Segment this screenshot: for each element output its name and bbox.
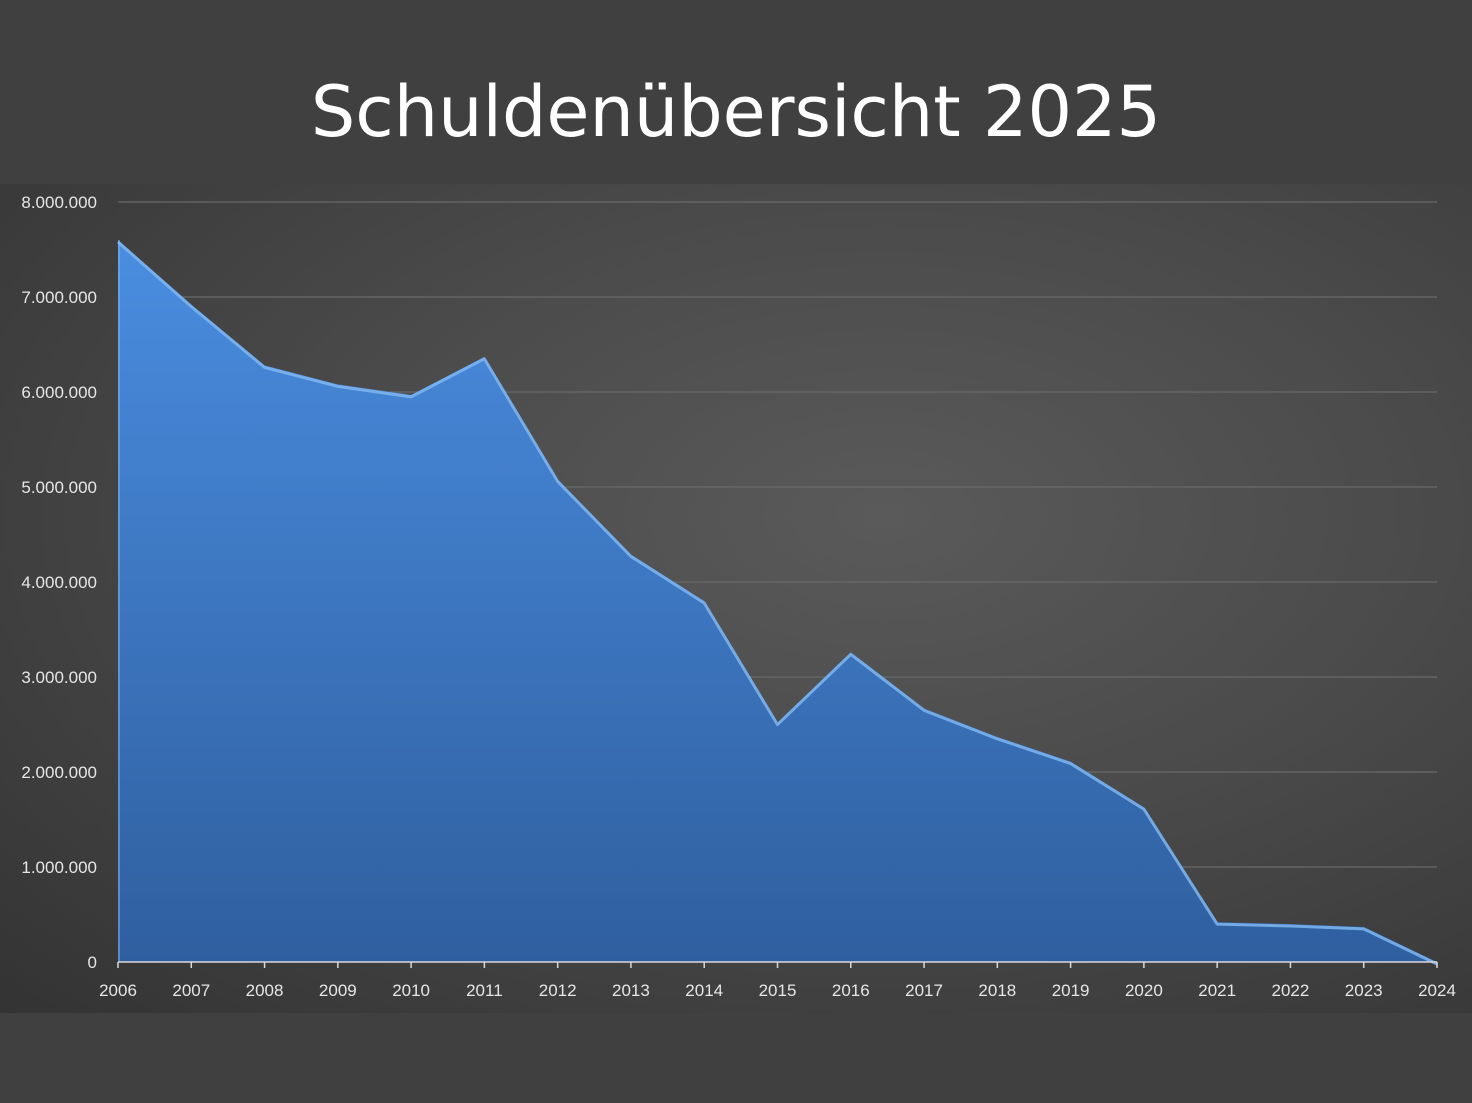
x-tick-label: 2019 bbox=[1052, 981, 1090, 1000]
chart-panel: 0 1.000.000 2.000.000 3.000.000 4.000.000 5.0… bbox=[0, 184, 1472, 1013]
x-tick-label: 2006 bbox=[99, 981, 137, 1000]
bottom-band bbox=[0, 1013, 1472, 1103]
x-tick-label: 2024 bbox=[1418, 981, 1456, 1000]
area-chart: 0 1.000.000 2.000.000 3.000.000 4.000.000 5.0… bbox=[21, 193, 1456, 1000]
x-tick-label: 2021 bbox=[1198, 981, 1236, 1000]
y-tick-label: 0 bbox=[88, 953, 97, 972]
y-axis-labels: 0 1.000.000 2.000.000 3.000.000 4.000.000 5.0… bbox=[21, 193, 97, 972]
area-fill bbox=[118, 240, 1437, 962]
x-tick-label: 2018 bbox=[978, 981, 1016, 1000]
chart-title: Schuldenübersicht 2025 bbox=[310, 71, 1162, 153]
x-tick-label: 2017 bbox=[905, 981, 943, 1000]
y-tick-label: 1.000.000 bbox=[21, 858, 97, 877]
x-tick-label: 2007 bbox=[172, 981, 210, 1000]
y-tick-label: 2.000.000 bbox=[21, 763, 97, 782]
x-tick-label: 2011 bbox=[466, 981, 503, 1000]
area-edge bbox=[117, 240, 1438, 966]
x-tick-label: 2012 bbox=[539, 981, 577, 1000]
y-tick-label: 6.000.000 bbox=[21, 383, 97, 402]
x-tick-label: 2016 bbox=[832, 981, 870, 1000]
x-tick-label: 2008 bbox=[246, 981, 284, 1000]
x-tick-label: 2020 bbox=[1125, 981, 1163, 1000]
y-tick-label: 4.000.000 bbox=[21, 573, 97, 592]
y-tick-label: 3.000.000 bbox=[21, 668, 97, 687]
x-tick-label: 2009 bbox=[319, 981, 357, 1000]
y-tick-label: 7.000.000 bbox=[21, 288, 97, 307]
x-axis bbox=[117, 961, 1438, 968]
y-tick-label: 8.000.000 bbox=[21, 193, 97, 212]
x-axis-labels: 2006 2007 2008 2009 2010 2011 2012 2013 2014 2015… bbox=[99, 981, 1456, 1000]
x-tick-label: 2015 bbox=[759, 981, 797, 1000]
x-tick-label: 2014 bbox=[685, 981, 723, 1000]
y-tick-label: 5.000.000 bbox=[21, 478, 97, 497]
x-tick-label: 2013 bbox=[612, 981, 650, 1000]
x-tick-label: 2022 bbox=[1272, 981, 1310, 1000]
data-area bbox=[117, 239, 1438, 966]
x-tick-label: 2010 bbox=[392, 981, 430, 1000]
x-tick-label: 2023 bbox=[1345, 981, 1383, 1000]
